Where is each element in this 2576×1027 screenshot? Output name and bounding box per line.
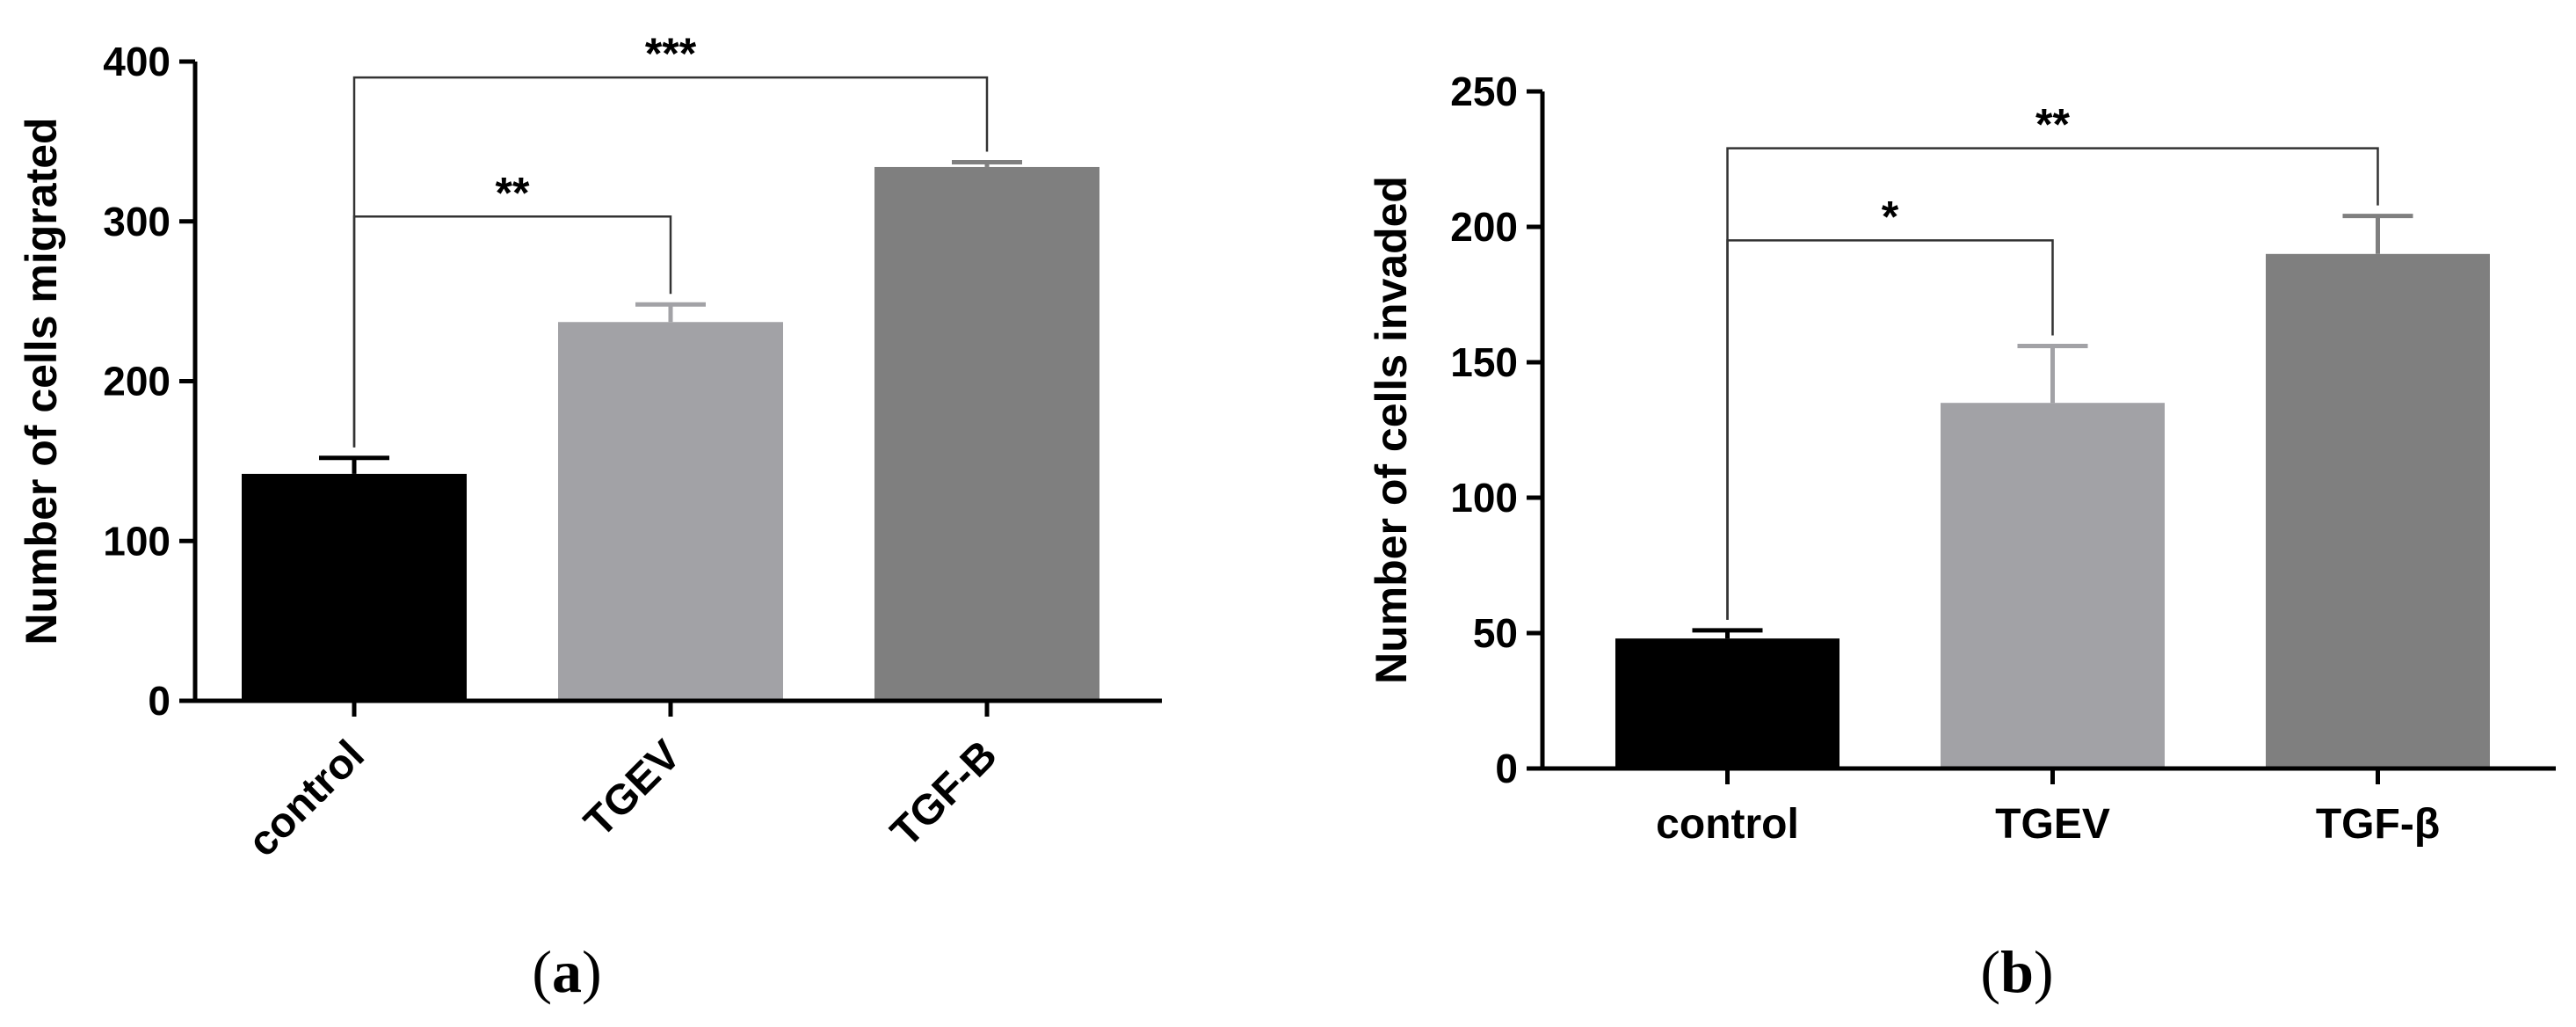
significance-label: *** xyxy=(645,29,697,78)
x-tick-label: TGEV xyxy=(576,732,690,846)
x-tick-label: TGEV xyxy=(1995,801,2110,848)
y-tick-label: 400 xyxy=(103,39,171,84)
panel-label: (b) xyxy=(1980,938,2053,1005)
bar-control xyxy=(242,473,467,701)
chart-panel-a: 0 100 200 300 400 control TGEV TGF-B Number of c… xyxy=(17,29,1162,1005)
significance-label: ** xyxy=(496,168,530,217)
y-axis-label: Number of cells migrated xyxy=(17,117,66,645)
y-tick-label: 50 xyxy=(1473,610,1518,656)
y-tick-label: 0 xyxy=(1495,746,1518,791)
y-tick-label: 250 xyxy=(1450,69,1518,114)
bar-control xyxy=(1615,638,1839,768)
x-tick-label: TGF-B xyxy=(882,732,1006,856)
y-axis-label: Number of cells invaded xyxy=(1367,176,1416,684)
bar-tgev xyxy=(558,322,783,701)
y-tick-label: 300 xyxy=(103,199,171,244)
y-tick-label: 100 xyxy=(1450,475,1518,521)
bar-tgev xyxy=(1941,403,2165,768)
significance-label: * xyxy=(1882,192,1899,241)
y-tick-label: 100 xyxy=(103,518,171,564)
y-tick-label: 150 xyxy=(1450,339,1518,385)
x-tick-label: control xyxy=(239,732,373,865)
significance-label: ** xyxy=(2035,100,2070,149)
x-tick-label: control xyxy=(1656,801,1799,848)
panel-label: (a) xyxy=(532,938,601,1005)
x-tick-label: TGF-β xyxy=(2316,801,2440,848)
y-tick-label: 200 xyxy=(1450,204,1518,250)
chart-panel-b: 0 50 100 150 200 250 control TGEV TGF-β Number of… xyxy=(1367,69,2556,1005)
significance-bracket xyxy=(1726,147,2379,620)
y-tick-label: 200 xyxy=(103,359,171,404)
bar-tgf-b xyxy=(874,166,1099,701)
y-tick-label: 0 xyxy=(148,678,171,724)
significance-bracket xyxy=(352,76,989,448)
bar-tgf- xyxy=(2266,253,2490,768)
